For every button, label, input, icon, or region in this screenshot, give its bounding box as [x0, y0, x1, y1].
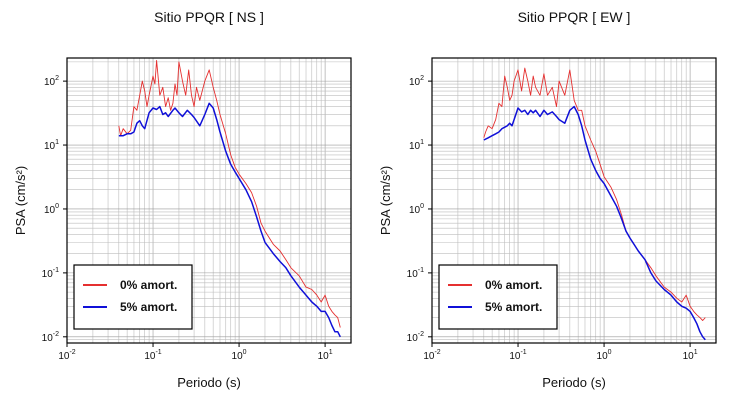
x-tick-base: 10 [509, 351, 521, 362]
legend-label: 5% amort. [485, 300, 542, 314]
x-tick-base: 10 [318, 351, 330, 362]
y-tick-base: 10 [409, 77, 421, 88]
y-tick-label: 101 [409, 139, 424, 152]
legend: 0% amort. 5% amort. [438, 264, 558, 330]
legend-label: 0% amort. [485, 278, 542, 292]
y-tick-exp: 2 [420, 75, 424, 82]
x-tick-base: 10 [232, 351, 244, 362]
x-tick-base: 10 [423, 351, 435, 362]
y-tick-base: 10 [42, 333, 54, 344]
series-line-amort-5 [118, 102, 341, 338]
y-tick-exp: 1 [420, 139, 424, 146]
x-tick-exp: 0 [608, 349, 612, 356]
y-tick-base: 10 [407, 269, 419, 280]
x-tick-label: 100 [232, 349, 247, 362]
y-tick-base: 10 [44, 141, 56, 152]
x-tick-exp: 1 [694, 349, 698, 356]
y-tick-label: 100 [409, 203, 424, 216]
y-tick-label: 102 [44, 75, 59, 88]
y-tick-base: 10 [44, 205, 56, 216]
y-tick-base: 10 [409, 141, 421, 152]
series-line-amort-0 [118, 60, 341, 328]
y-axis-label: PSA (cm/s²) [378, 166, 393, 235]
x-tick-label: 10-1 [509, 349, 526, 362]
y-tick-base: 10 [44, 77, 56, 88]
chart-title: Sitio PPQR [ NS ] [154, 9, 264, 25]
x-tick-base: 10 [58, 351, 70, 362]
y-tick-exp: 1 [55, 139, 59, 146]
plot-frame [66, 57, 352, 344]
x-tick-base: 10 [597, 351, 609, 362]
y-tick-exp: 0 [420, 203, 424, 210]
y-tick-label: 10-1 [42, 267, 59, 280]
legend-box [438, 264, 558, 330]
y-tick-base: 10 [42, 269, 54, 280]
x-tick-exp: 1 [329, 349, 333, 356]
x-tick-exp: -1 [155, 349, 161, 356]
x-tick-exp: -1 [520, 349, 526, 356]
x-tick-exp: -2 [434, 349, 440, 356]
y-tick-exp: -2 [418, 331, 424, 338]
y-tick-label: 102 [409, 75, 424, 88]
y-tick-label: 10-2 [407, 331, 424, 344]
y-tick-exp: -1 [53, 267, 59, 274]
x-tick-label: 101 [683, 349, 698, 362]
legend-label: 5% amort. [120, 300, 177, 314]
y-tick-exp: -2 [53, 331, 59, 338]
x-tick-label: 10-1 [144, 349, 161, 362]
legend-box [73, 264, 193, 330]
y-tick-exp: 2 [55, 75, 59, 82]
y-tick-label: 10-1 [407, 267, 424, 280]
x-tick-base: 10 [144, 351, 156, 362]
x-tick-label: 101 [318, 349, 333, 362]
x-axis-label: Periodo (s) [542, 375, 606, 390]
chart-ew: Sitio PPQR [ EW ]10-2 10-1 100 10110-210-11… [378, 9, 717, 390]
y-tick-exp: 0 [55, 203, 59, 210]
series-line-amort-0 [483, 67, 706, 321]
y-tick-base: 10 [409, 205, 421, 216]
y-tick-exp: -1 [418, 267, 424, 274]
chart-title: Sitio PPQR [ EW ] [518, 9, 631, 25]
chart-ns: Sitio PPQR [ NS ]10-2 10-1 100 10110-210-11… [13, 9, 352, 390]
y-tick-label: 101 [44, 139, 59, 152]
y-axis-label: PSA (cm/s²) [13, 166, 28, 235]
y-tick-base: 10 [407, 333, 419, 344]
x-tick-label: 10-2 [58, 349, 75, 362]
x-tick-base: 10 [683, 351, 695, 362]
x-tick-label: 100 [597, 349, 612, 362]
legend: 0% amort. 5% amort. [73, 264, 193, 330]
x-tick-exp: -2 [69, 349, 75, 356]
y-tick-label: 10-2 [42, 331, 59, 344]
x-tick-label: 10-2 [423, 349, 440, 362]
plot-frame [431, 57, 717, 344]
legend-label: 0% amort. [120, 278, 177, 292]
y-tick-label: 100 [44, 203, 59, 216]
x-tick-exp: 0 [243, 349, 247, 356]
x-axis-label: Periodo (s) [177, 375, 241, 390]
series-line-amort-5 [483, 105, 706, 341]
